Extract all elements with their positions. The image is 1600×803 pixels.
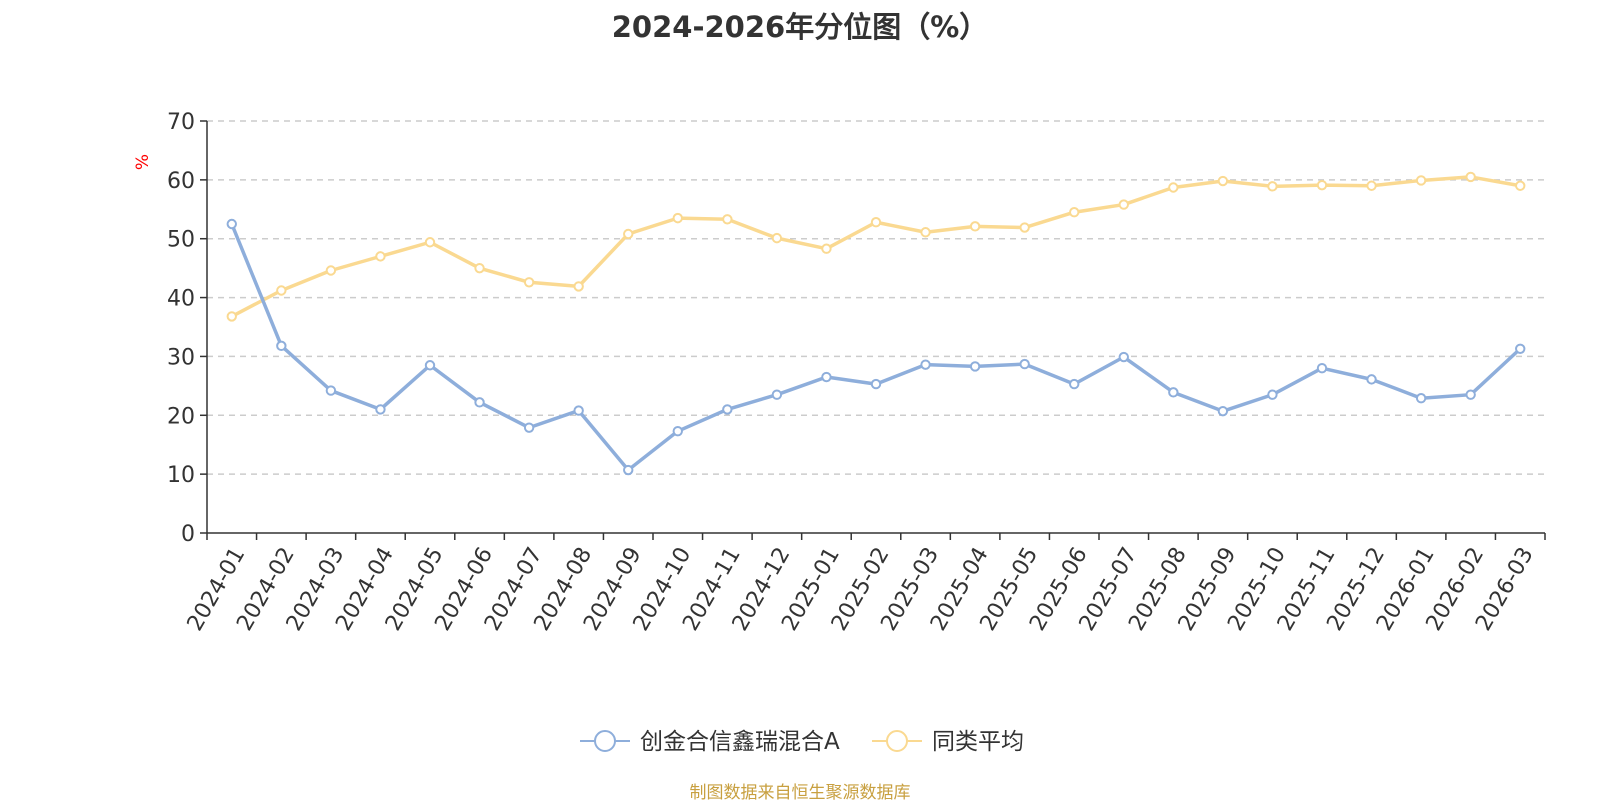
data-point[interactable] xyxy=(1168,387,1179,398)
data-point[interactable] xyxy=(821,371,832,383)
legend-label: 创金合信鑫瑞混合A xyxy=(640,729,840,755)
legend-label: 同类平均 xyxy=(932,729,1024,755)
data-point[interactable] xyxy=(276,285,287,296)
y-axis-ticks: 0 10 20 30 40 50 60 70 xyxy=(167,110,207,547)
data-point[interactable] xyxy=(969,361,981,372)
data-point[interactable] xyxy=(870,217,882,228)
data-point[interactable] xyxy=(1415,175,1427,186)
axes xyxy=(206,121,1545,534)
data-point[interactable] xyxy=(623,228,634,240)
grid-lines xyxy=(207,120,1545,475)
data-point[interactable] xyxy=(1217,175,1229,187)
y-tick-label: 40 xyxy=(167,287,195,312)
data-point[interactable] xyxy=(1366,180,1377,191)
y-tick-label: 30 xyxy=(167,345,195,370)
legend-item[interactable]: 创金合信鑫瑞混合A xyxy=(580,729,840,755)
legend-marker xyxy=(594,730,616,752)
data-point[interactable] xyxy=(226,218,237,230)
data-point[interactable] xyxy=(1019,222,1030,233)
data-point[interactable] xyxy=(672,425,683,437)
data-point[interactable] xyxy=(623,464,634,476)
data-point[interactable] xyxy=(1465,171,1476,183)
data-point[interactable] xyxy=(1465,389,1476,400)
data-point[interactable] xyxy=(1316,179,1328,191)
data-point[interactable] xyxy=(474,397,485,408)
data-point[interactable] xyxy=(226,311,237,322)
data-point[interactable] xyxy=(325,265,337,276)
series-0 xyxy=(226,218,1526,476)
data-point[interactable] xyxy=(1069,378,1080,390)
data-point[interactable] xyxy=(523,277,535,288)
series-line xyxy=(230,175,1521,318)
data-point[interactable] xyxy=(920,359,931,370)
data-point[interactable] xyxy=(1118,199,1129,210)
data-point[interactable] xyxy=(1019,358,1030,370)
data-point[interactable] xyxy=(1168,182,1179,193)
data-point[interactable] xyxy=(771,232,783,244)
data-point[interactable] xyxy=(1515,343,1526,354)
data-point[interactable] xyxy=(821,243,832,254)
series-line xyxy=(230,223,1522,472)
chart-title: 2024-2026年分位图（%） xyxy=(611,10,989,44)
y-tick-label: 60 xyxy=(167,169,195,194)
data-point[interactable] xyxy=(375,251,386,262)
data-point[interactable] xyxy=(424,360,436,371)
data-point[interactable] xyxy=(1415,393,1427,404)
y-tick-label: 20 xyxy=(167,404,195,429)
data-point[interactable] xyxy=(1267,389,1278,400)
data-point[interactable] xyxy=(424,237,436,248)
data-point[interactable] xyxy=(474,262,485,274)
data-point[interactable] xyxy=(325,385,337,396)
y-tick-label: 10 xyxy=(167,463,195,488)
data-point[interactable] xyxy=(375,404,386,415)
y-tick-label: 0 xyxy=(181,522,195,547)
data-point[interactable] xyxy=(1366,374,1377,385)
data-point[interactable] xyxy=(969,221,981,232)
data-point[interactable] xyxy=(672,212,683,224)
data-point[interactable] xyxy=(523,422,535,433)
series-lines xyxy=(226,171,1526,476)
data-point[interactable] xyxy=(1267,181,1278,192)
data-point[interactable] xyxy=(722,404,733,415)
y-tick-label: 50 xyxy=(167,228,195,253)
data-point[interactable] xyxy=(1515,180,1526,191)
data-point[interactable] xyxy=(771,389,783,400)
data-point[interactable] xyxy=(870,378,882,390)
data-point[interactable] xyxy=(1118,351,1129,363)
data-point[interactable] xyxy=(1316,363,1328,374)
data-point[interactable] xyxy=(722,214,733,225)
y-axis-unit-label: % xyxy=(133,154,153,170)
data-point[interactable] xyxy=(573,405,584,416)
legend-item[interactable]: 同类平均 xyxy=(872,729,1024,755)
data-point[interactable] xyxy=(276,340,287,352)
legend-marker xyxy=(886,730,908,752)
data-point[interactable] xyxy=(1069,207,1080,218)
legend: 创金合信鑫瑞混合A 同类平均 xyxy=(580,729,1024,755)
y-tick-label: 70 xyxy=(167,110,195,135)
data-point[interactable] xyxy=(573,281,584,292)
data-point[interactable] xyxy=(1217,405,1229,417)
x-axis-ticks: 2024-012024-022024-032024-042024-052024-… xyxy=(183,533,1546,635)
data-source-note: 制图数据来自恒生聚源数据库 xyxy=(689,783,911,803)
series-1 xyxy=(226,171,1526,322)
data-point[interactable] xyxy=(920,227,931,238)
